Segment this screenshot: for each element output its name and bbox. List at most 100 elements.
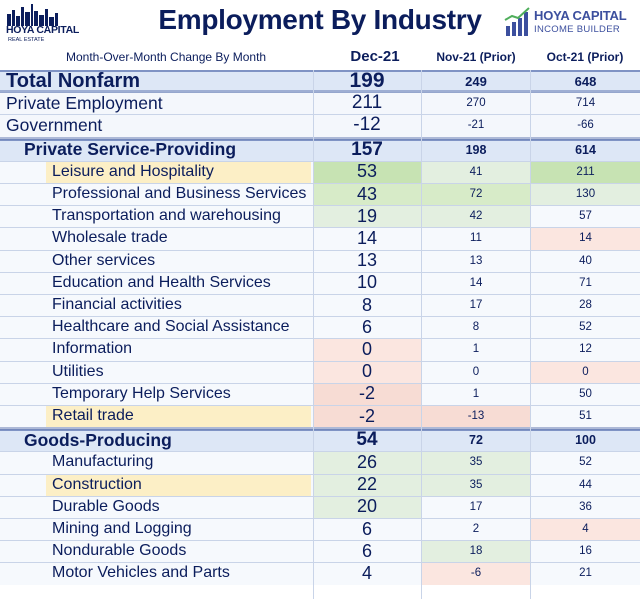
row-label: Retail trade — [46, 405, 311, 428]
row-label: Leisure and Hospitality — [46, 160, 311, 183]
row-divider — [0, 562, 640, 564]
dec-value: 211 — [351, 92, 383, 114]
oct-value: -66 — [577, 119, 594, 132]
dec-value: 6 — [361, 316, 372, 337]
row-divider — [0, 451, 640, 453]
table-row: Motor Vehicles and Parts 4 -6 21 — [0, 562, 640, 585]
dec-value: -12 — [353, 114, 381, 136]
row-label: Transportation and warehousing — [52, 207, 281, 225]
row-divider — [0, 227, 640, 229]
row-label: Financial activities — [52, 296, 182, 314]
row-divider — [0, 183, 640, 184]
dec-value: 157 — [351, 138, 383, 160]
row-label: Manufacturing — [52, 453, 154, 471]
oct-value: 40 — [579, 254, 592, 267]
table-row: Transportation and warehousing 19 42 57 — [0, 205, 640, 228]
growth-chart-icon — [504, 7, 530, 36]
row-divider — [0, 518, 640, 519]
nov-value: 18 — [422, 540, 530, 563]
table-row: Private Employment 211 270 714 — [0, 92, 640, 115]
row-divider — [0, 70, 640, 72]
section-divider — [0, 136, 640, 140]
skyline-icon — [7, 4, 58, 26]
oct-value: 648 — [574, 73, 597, 89]
row-label: Goods-Producing — [24, 429, 172, 450]
nov-value: -21 — [467, 119, 485, 132]
nov-value: 17 — [469, 299, 483, 312]
oct-value: 12 — [579, 343, 592, 356]
oct-value: 21 — [579, 567, 592, 580]
nov-value: 198 — [465, 142, 487, 157]
dec-value: 4 — [361, 562, 372, 583]
oct-value: 4 — [531, 518, 640, 541]
row-label: Private Employment — [6, 92, 163, 113]
column-divider — [421, 70, 422, 599]
table-row: Professional and Business Services 43 72 13… — [0, 183, 640, 206]
oct-value: 100 — [575, 433, 596, 448]
page-title: Employment By Industry — [158, 4, 482, 35]
logo-left-name: HOYA CAPITAL — [6, 24, 80, 36]
dec-value: 26 — [313, 451, 421, 474]
nov-value: 8 — [472, 321, 480, 334]
row-divider — [0, 540, 640, 542]
nov-value: 1 — [472, 387, 480, 400]
nov-value: 2 — [472, 523, 480, 536]
table-row: Government -12 -21 -66 — [0, 114, 640, 137]
nov-value: 35 — [422, 473, 530, 496]
oct-value: 44 — [579, 478, 592, 491]
oct-value: 52 — [579, 321, 592, 334]
row-divider — [0, 294, 640, 295]
table-row: Healthcare and Social Assistance 6 8 52 — [0, 316, 640, 339]
dec-value: 199 — [349, 69, 385, 93]
dec-value: 10 — [356, 272, 378, 293]
row-label: Nondurable Goods — [52, 542, 187, 560]
row-label: Durable Goods — [52, 497, 160, 515]
dec-value: 13 — [356, 250, 378, 271]
header: HOYA CAPITAL REAL ESTATE Employment By I… — [0, 0, 640, 70]
table-row: Total Nonfarm 199 249 648 — [0, 69, 640, 93]
oct-value: 0 — [531, 360, 640, 383]
hoya-income-builder-logo: HOYA CAPITAL INCOME BUILDER — [504, 6, 636, 38]
table-row: Private Service-Providing 157 198 614 — [0, 138, 640, 161]
dec-value: -2 — [313, 405, 421, 428]
row-divider — [0, 160, 640, 162]
dec-value: 19 — [313, 205, 421, 228]
row-divider — [0, 382, 640, 384]
column-header-nov: Nov-21 (Prior) — [436, 50, 516, 64]
table-row: Information 0 1 12 — [0, 338, 640, 361]
nov-value: 14 — [469, 276, 483, 289]
section-divider — [0, 90, 640, 94]
oct-value: 57 — [579, 210, 592, 223]
column-header-oct: Oct-21 (Prior) — [546, 50, 624, 64]
row-label: Healthcare and Social Assistance — [52, 318, 290, 336]
table-row: Durable Goods 20 17 36 — [0, 495, 640, 518]
employment-table: Total Nonfarm 199 249 648 Private Employment… — [0, 69, 640, 599]
oct-value: 130 — [531, 183, 640, 206]
dec-value: 53 — [313, 160, 421, 183]
table-row: Leisure and Hospitality 53 41 211 — [0, 160, 640, 183]
nov-value: 0 — [472, 365, 480, 378]
row-label: Education and Health Services — [52, 273, 271, 291]
section-divider — [0, 427, 640, 431]
row-divider — [0, 249, 640, 251]
nov-value: 270 — [466, 97, 486, 110]
logo-left-tagline: REAL ESTATE — [8, 37, 45, 43]
table-row: Education and Health Services 10 14 71 — [0, 271, 640, 294]
nov-value: 72 — [469, 433, 483, 448]
row-divider — [0, 473, 640, 475]
dec-value: 20 — [313, 495, 421, 518]
table-row: Retail trade -2 -13 51 — [0, 405, 640, 428]
nov-value: 42 — [422, 205, 530, 228]
table-row: Utilities 0 0 0 — [0, 360, 640, 383]
row-divider — [0, 360, 640, 362]
oct-value: 14 — [531, 227, 640, 250]
nov-value: 11 — [470, 232, 482, 245]
row-divider — [0, 316, 640, 318]
table-row: Manufacturing 26 35 52 — [0, 451, 640, 474]
nov-value: 1 — [472, 343, 480, 356]
row-divider — [0, 495, 640, 497]
column-divider — [530, 70, 531, 599]
oct-value: 211 — [531, 160, 640, 183]
dec-value: 6 — [361, 540, 372, 561]
oct-value: 614 — [575, 142, 596, 157]
